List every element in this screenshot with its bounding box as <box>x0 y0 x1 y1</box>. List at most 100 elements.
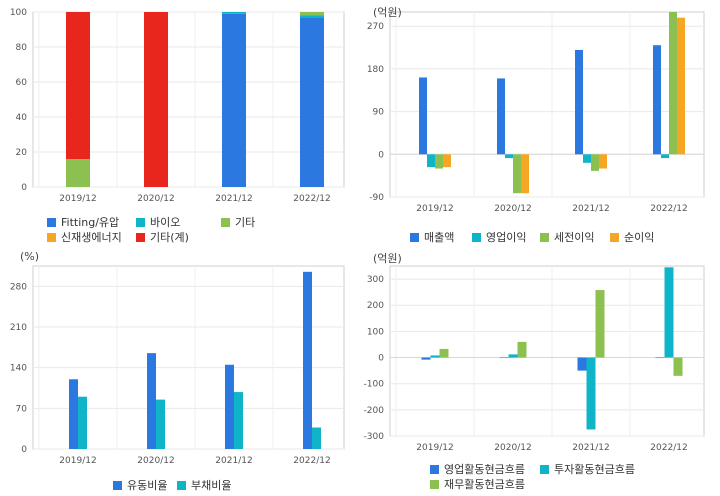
x-tick-label: 2022/12 <box>293 456 330 466</box>
y-tick-label: 270 <box>367 22 384 32</box>
x-tick-label: 2020/12 <box>137 456 174 466</box>
bar-2-1 <box>78 396 87 449</box>
legend-label: 영업활동현금흐름 <box>444 463 525 476</box>
legend-swatch <box>136 233 145 242</box>
bar-3-2 <box>513 154 521 194</box>
legend-swatch <box>177 481 186 490</box>
chart-2-unit-label: (억원) <box>373 6 402 19</box>
bar-1-2 <box>147 353 156 449</box>
y-tick-label: 140 <box>10 364 27 374</box>
bar-2-4 <box>664 267 674 358</box>
x-tick-label: 2022/12 <box>650 443 687 453</box>
bar-3-2 <box>517 341 527 358</box>
legend-item: Fitting/유압 <box>47 214 119 230</box>
y-tick-label: 0 <box>21 445 27 455</box>
bar-4-2 <box>521 154 529 194</box>
y-tick-label: 100 <box>10 8 27 18</box>
y-tick-label: 210 <box>10 323 27 333</box>
bar-2-1 <box>430 355 440 358</box>
bar-4-4 <box>677 17 685 155</box>
y-tick-label: -90 <box>369 193 384 203</box>
x-tick-label: 2020/12 <box>137 194 174 204</box>
bar-1-2 <box>497 78 505 155</box>
bar-2-3 <box>583 154 591 163</box>
legend-swatch <box>47 218 56 227</box>
x-tick-label: 2021/12 <box>215 194 252 204</box>
legend-label: 순이익 <box>624 231 655 244</box>
legend-item: 영업활동현금흐름 <box>430 461 525 477</box>
x-tick-label: 2020/12 <box>494 443 531 453</box>
bar-3-1 <box>66 159 90 187</box>
legend-swatch <box>221 218 230 227</box>
y-tick-label: 200 <box>367 301 384 311</box>
bar-3-1 <box>435 154 443 169</box>
legend-label: Fitting/유압 <box>61 216 120 229</box>
x-tick-label: 2021/12 <box>215 456 252 466</box>
x-tick-label: 2021/12 <box>572 204 609 214</box>
bar-3-3 <box>595 290 605 358</box>
x-tick-label: 2022/12 <box>293 194 330 204</box>
x-tick-label: 2019/12 <box>416 204 453 214</box>
bar-2-1 <box>427 154 435 168</box>
legend-swatch <box>430 480 439 489</box>
bar-2-2 <box>505 154 513 159</box>
legend-swatch <box>113 481 122 490</box>
legend-label: 신재생에너지 <box>61 231 122 244</box>
legend-swatch <box>410 233 419 242</box>
bar-1-4 <box>655 357 665 359</box>
x-tick-label: 2022/12 <box>650 204 687 214</box>
bar-2-2 <box>508 354 518 358</box>
bar-2-3 <box>234 392 243 449</box>
bar-3-4 <box>300 12 324 16</box>
chart-4-unit-label: (억원) <box>373 252 402 265</box>
y-tick-label: 180 <box>367 65 384 75</box>
chart-3: 0 70 140 210 280 2019/12 2020/12 2021/12 2022/12 <box>10 265 345 466</box>
y-tick-label: 40 <box>16 113 28 123</box>
legend-item: 매출액 <box>410 229 454 245</box>
x-tick-label: 2021/12 <box>572 443 609 453</box>
y-tick-label: 0 <box>21 183 27 193</box>
y-tick-label: 0 <box>378 150 384 160</box>
bar-1-3 <box>225 364 234 449</box>
bar-1-1 <box>421 357 431 360</box>
bar-2-3 <box>586 357 596 430</box>
bar-4-3 <box>599 154 607 169</box>
legend-swatch <box>540 465 549 474</box>
x-tick-label: 2019/12 <box>59 456 96 466</box>
legend-item: 재무활동현금흐름 <box>430 476 525 492</box>
bar-3-3 <box>591 154 599 171</box>
bar-3-4 <box>673 357 683 376</box>
y-tick-label: 90 <box>373 108 385 118</box>
x-tick-label: 2019/12 <box>59 194 96 204</box>
bar-2-4 <box>312 427 321 449</box>
bar-2-2 <box>156 399 165 449</box>
x-tick-label: 2020/12 <box>494 204 531 214</box>
bar-1-3 <box>577 357 587 371</box>
bar-4-1 <box>443 154 451 168</box>
chart-4: -300 -200 -100 0 100 200 300 2019/12 2020/12 2021… <box>364 265 705 453</box>
legend-label: 매출액 <box>424 231 455 244</box>
legend-swatch <box>472 233 481 242</box>
bar-1-2 <box>499 357 509 359</box>
legend-label: 기타(계) <box>150 231 189 244</box>
legend-item: 신재생에너지 <box>47 229 122 245</box>
legend-item: 영업이익 <box>472 229 526 245</box>
y-tick-label: 280 <box>10 282 27 292</box>
legend-label: 세전이익 <box>554 231 595 244</box>
legend-swatch <box>136 218 145 227</box>
chart-1: 0 20 40 60 80 100 2019/12 2020/12 2021/12 2022/12 <box>10 8 345 204</box>
bar-1-1 <box>69 379 78 449</box>
chart-3-unit-label: (%) <box>20 250 40 263</box>
chart-2: -90 0 90 180 270 2019/12 2020/12 2021/12 2022/12 <box>367 11 705 214</box>
legend-item: 순이익 <box>610 229 654 245</box>
y-tick-label: -200 <box>364 406 385 416</box>
x-tick-label: 2019/12 <box>416 443 453 453</box>
y-tick-label: 100 <box>367 327 384 337</box>
bar-5-2 <box>144 12 168 187</box>
legend-swatch <box>47 233 56 242</box>
bar-1-4 <box>653 45 661 155</box>
legend-swatch <box>430 465 439 474</box>
legend-label: 투자활동현금흐름 <box>554 463 635 476</box>
bar-2-4 <box>300 15 324 18</box>
